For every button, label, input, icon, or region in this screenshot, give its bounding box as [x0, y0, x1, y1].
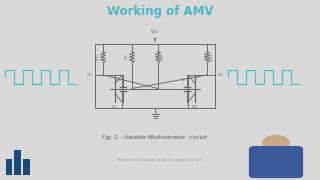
Text: $O_2$: $O_2$: [217, 71, 224, 79]
Circle shape: [263, 135, 289, 151]
Bar: [5, 159, 12, 175]
Bar: [14, 150, 21, 175]
Text: $R_{C1}$: $R_{C1}$: [94, 53, 102, 61]
Text: Fig. 2 : Astable Multivibrator  circuit: Fig. 2 : Astable Multivibrator circuit: [102, 136, 208, 141]
Bar: [23, 159, 30, 175]
FancyBboxPatch shape: [250, 147, 302, 177]
Text: $R_1$: $R_1$: [123, 54, 131, 60]
Text: $Q_2$: $Q_2$: [191, 104, 198, 111]
Text: $R_2$: $R_2$: [159, 54, 167, 60]
Text: $V_{CC}$: $V_{CC}$: [150, 27, 160, 36]
Text: $R_{C2}$: $R_{C2}$: [208, 53, 216, 61]
Text: $C_1$: $C_1$: [116, 77, 122, 84]
Text: $C_2$: $C_2$: [180, 77, 186, 84]
Text: $Q_1$: $Q_1$: [111, 104, 118, 111]
Text: Working of AMV: Working of AMV: [107, 6, 213, 19]
Text: $O_1$: $O_1$: [86, 71, 93, 79]
Text: National Institute of Technology Calicut: National Institute of Technology Calicut: [117, 158, 203, 162]
